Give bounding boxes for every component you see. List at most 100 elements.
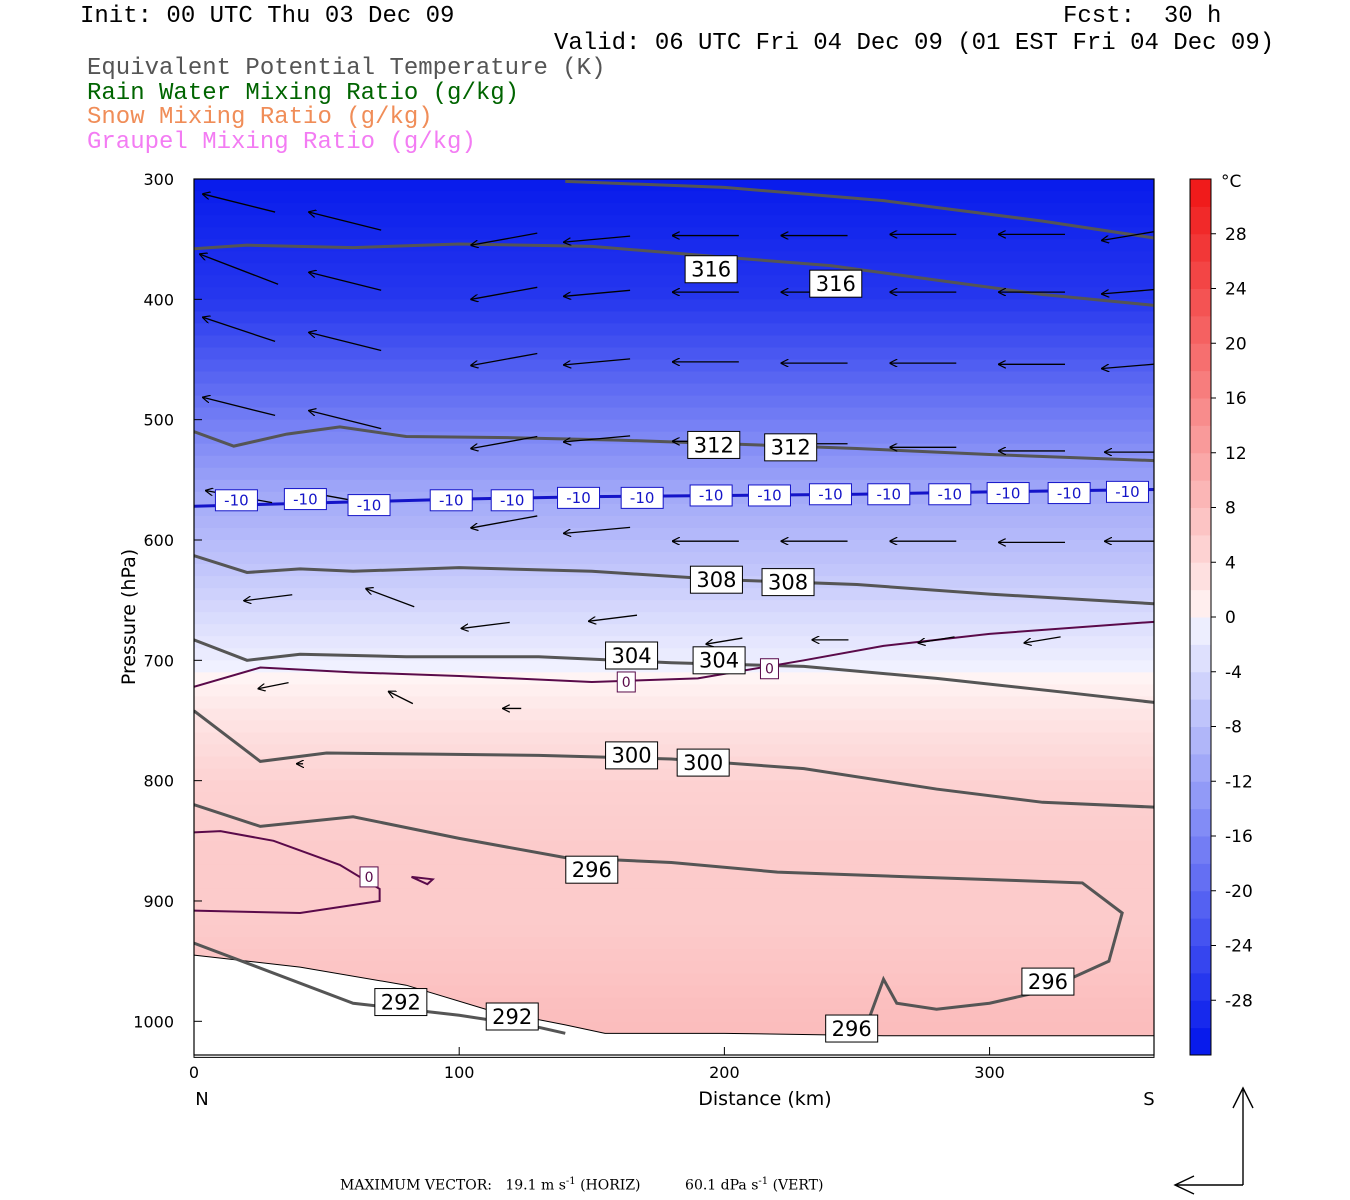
colorbar-swatch <box>1190 370 1211 399</box>
temperature-band <box>194 864 1154 878</box>
temperature-band <box>194 937 1154 951</box>
x-end-label-north: N <box>195 1089 208 1110</box>
colorbar-tick-label: -16 <box>1225 827 1253 847</box>
colorbar-tick-label: -4 <box>1225 663 1242 683</box>
colorbar-swatch <box>1190 179 1211 207</box>
x-tick-label: 100 <box>444 1063 475 1082</box>
theta-e-label: 292 <box>381 990 421 1014</box>
colorbar-swatch <box>1190 206 1211 235</box>
temperature-field <box>194 179 1154 1070</box>
colorbar-tick-label: 4 <box>1225 553 1236 573</box>
wind-vector <box>919 636 955 643</box>
plot-frame <box>193 178 1155 1056</box>
temperature-band <box>194 961 1154 975</box>
theta-e-label: 304 <box>699 649 739 673</box>
theta-e-label: 296 <box>832 1017 872 1041</box>
colorbar-unit: °C <box>1221 172 1241 192</box>
init-time: Init: 00 UTC Thu 03 Dec 09 <box>80 3 455 30</box>
isotherm-label: -10 <box>818 486 843 504</box>
theta-e-label-box <box>761 568 815 597</box>
y-tick-label: 900 <box>143 892 174 911</box>
temperature-band <box>194 600 1154 614</box>
colorbar-tick-label: 12 <box>1225 444 1247 464</box>
wind-vector <box>564 289 631 296</box>
temperature-band <box>194 660 1154 674</box>
colorbar-swatch <box>1190 343 1211 372</box>
temperature-band <box>194 455 1154 469</box>
wind-vector <box>1102 231 1154 240</box>
isotherm-label-box <box>620 486 664 509</box>
colorbar-swatch <box>1190 480 1211 508</box>
isotherm-label-box <box>759 658 779 680</box>
y-tick-label: 400 <box>143 290 174 309</box>
y-tick-label: 1000 <box>133 1012 174 1031</box>
temperature-band <box>194 203 1154 217</box>
colorbar-tick-label: 16 <box>1225 389 1247 409</box>
isotherm-label: 0 <box>765 662 774 678</box>
wind-vector <box>1102 363 1154 369</box>
wind-vector <box>706 637 743 644</box>
isotherm-label-box <box>689 484 733 507</box>
y-tick-label: 600 <box>143 531 174 550</box>
isotherm-label: 0 <box>622 675 631 691</box>
temperature-band <box>194 371 1154 385</box>
temperature-band <box>194 876 1154 890</box>
temperature-band <box>194 900 1154 915</box>
temperature-band <box>194 527 1154 541</box>
temperature-band <box>194 768 1154 782</box>
colorbar-swatch <box>1190 972 1211 1001</box>
isotherm-label-box <box>616 671 636 693</box>
isotherm-label: -10 <box>500 492 525 510</box>
temperature-band <box>194 395 1154 409</box>
wind-vector <box>203 194 276 213</box>
isotherm-label-box <box>429 489 473 512</box>
theta-e-label: 312 <box>694 433 734 457</box>
theta-e-label: 316 <box>691 258 731 282</box>
theta-e-label: 300 <box>683 751 723 775</box>
isotherm-label: -10 <box>224 492 249 510</box>
theta-e-label-box <box>565 855 619 884</box>
max-vector-vert: 60.1 dPa s <box>685 1177 759 1194</box>
theta-e-label-box <box>692 646 746 675</box>
isotherm-label: -10 <box>566 489 591 507</box>
isotherm-label-box <box>347 494 391 517</box>
wind-vector <box>471 232 538 245</box>
temperature-band <box>194 852 1154 866</box>
theta-e-contour-304 <box>194 638 1154 704</box>
wind-vector <box>471 515 538 528</box>
temperature-band <box>194 588 1154 602</box>
theta-e-label: 304 <box>612 644 652 668</box>
valid-time: Valid: 06 UTC Fri 04 Dec 09 (01 EST Fri … <box>554 30 1275 57</box>
colorbar-swatch <box>1190 398 1211 426</box>
wind-vector <box>471 435 538 449</box>
isotherm-label-box <box>1105 480 1149 503</box>
colorbar-tick-label: 20 <box>1225 334 1247 354</box>
temperature-band <box>194 708 1154 722</box>
temperature-band <box>194 636 1154 650</box>
y-tick-label: 500 <box>143 411 174 430</box>
wind-vector <box>1102 288 1154 294</box>
wind-vector <box>309 212 382 231</box>
isotherm-label-box <box>214 489 258 512</box>
temperature-band <box>194 383 1154 397</box>
max-vector-horiz-exp: -1 <box>565 1176 576 1187</box>
theta-e-label-box <box>605 641 659 670</box>
max-vector-vert-tag: (VERT) <box>772 1177 824 1194</box>
colorbar-swatch <box>1190 315 1211 344</box>
colorbar-swatch <box>1190 726 1211 755</box>
legend-snow: Snow Mixing Ratio (g/kg) <box>87 104 433 131</box>
temperature-band <box>194 251 1154 265</box>
colorbar-swatch <box>1190 534 1211 563</box>
colorbar-swatch <box>1190 1000 1211 1029</box>
temperature-band <box>194 1057 1154 1070</box>
colorbar-tick-label: 24 <box>1225 280 1247 300</box>
reference-vector-icon <box>1173 1086 1254 1195</box>
legend-rain: Rain Water Mixing Ratio (g/kg) <box>87 80 520 107</box>
isotherm-label: 0 <box>365 870 374 886</box>
colorbar-tick-label: -20 <box>1225 882 1253 902</box>
terrain-surface <box>193 954 1155 1058</box>
temperature-band <box>194 576 1154 590</box>
theta-e-label: 292 <box>492 1005 532 1029</box>
colorbar-swatch <box>1190 836 1211 864</box>
isotherm-label: -10 <box>757 487 782 505</box>
